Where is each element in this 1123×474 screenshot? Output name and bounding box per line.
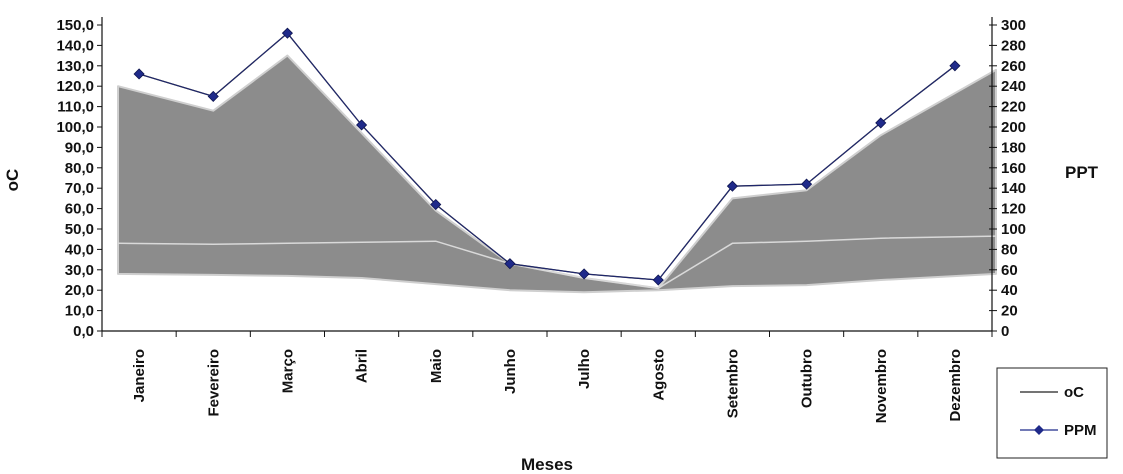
y2-tick-label: 60 xyxy=(1001,262,1018,279)
y-tick-label: 130,0 xyxy=(56,58,94,75)
series-lines xyxy=(133,27,961,286)
legend-box xyxy=(996,367,1108,459)
series-ppm-marker xyxy=(875,117,887,129)
x-tick-label: Agosto xyxy=(650,349,667,401)
series-ppm-marker xyxy=(578,268,590,280)
tick-labels: 0,0 10,0 20,0 30,0 40,0 50,0 60,0 70,0 80,0 90,0 1… xyxy=(56,17,1026,423)
y2-tick-label: 220 xyxy=(1001,99,1026,116)
legend-oc-label: oC xyxy=(1064,384,1084,401)
y-tick-label: 60,0 xyxy=(65,201,94,218)
y-tick-label: 0,0 xyxy=(73,323,94,340)
x-tick-label: Junho xyxy=(502,349,519,394)
x-tick-label: Fevereiro xyxy=(205,349,222,417)
y2-tick-label: 300 xyxy=(1001,17,1026,34)
series-ppm-marker xyxy=(356,119,368,131)
y-tick-label: 40,0 xyxy=(65,241,94,258)
series-ppm-marker xyxy=(207,90,219,102)
y-tick-label: 80,0 xyxy=(65,160,94,177)
series-ppm-marker xyxy=(504,258,516,270)
y2-tick-label: 40 xyxy=(1001,282,1018,299)
series-ppm-marker xyxy=(726,180,738,192)
x-tick-label: Janeiro xyxy=(131,349,148,402)
y2-tick-label: 120 xyxy=(1001,201,1026,218)
y2-tick-label: 140 xyxy=(1001,180,1026,197)
y-tick-label: 150,0 xyxy=(56,17,94,34)
y-tick-label: 100,0 xyxy=(56,119,94,136)
y-tick-label: 140,0 xyxy=(56,37,94,54)
x-tick-label: Março xyxy=(279,349,296,393)
y2-tick-label: 280 xyxy=(1001,37,1026,54)
y-tick-label: 110,0 xyxy=(57,99,94,116)
y2-tick-label: 180 xyxy=(1001,139,1026,156)
series-ppm-marker xyxy=(801,178,813,190)
y-tick-label: 120,0 xyxy=(56,78,94,95)
y2-tick-label: 240 xyxy=(1001,78,1026,95)
x-tick-label: Julho xyxy=(576,349,593,389)
y2-tick-label: 260 xyxy=(1001,58,1026,75)
x-tick-label: Maio xyxy=(428,349,445,383)
temperature-band-inner-line xyxy=(117,235,997,289)
y2-tick-label: 80 xyxy=(1001,241,1018,258)
x-axis-title: Meses xyxy=(521,455,573,474)
y2-tick-label: 100 xyxy=(1001,221,1026,238)
x-tick-label: Novembro xyxy=(873,349,890,423)
y2-tick-label: 0 xyxy=(1001,323,1009,340)
y-tick-label: 30,0 xyxy=(65,262,94,279)
series-ppm-marker xyxy=(949,60,961,72)
series-ppm-marker xyxy=(281,27,293,39)
temperature-band xyxy=(117,54,997,294)
series-ppm-line xyxy=(138,32,956,281)
y-tick-label: 90,0 xyxy=(65,139,94,156)
series-ppm-marker xyxy=(133,68,145,80)
y2-tick-label: 200 xyxy=(1001,119,1026,136)
series-ppm-marker xyxy=(652,274,664,286)
x-tick-label: Outubro xyxy=(799,349,816,408)
series-ppm-marker xyxy=(430,198,442,211)
y-axis-title: oC xyxy=(3,169,22,192)
temperature-band-area xyxy=(117,54,997,294)
legend: oC PPM xyxy=(996,367,1108,459)
y-tick-label: 50,0 xyxy=(65,221,94,238)
y-tick-label: 20,0 xyxy=(65,282,94,299)
x-tick-label: Abril xyxy=(354,349,371,383)
y2-axis-title: PPT xyxy=(1065,163,1099,182)
y2-tick-label: 160 xyxy=(1001,160,1026,177)
x-tick-label: Setembro xyxy=(724,349,741,418)
y2-tick-label: 20 xyxy=(1001,303,1018,320)
y-tick-label: 70,0 xyxy=(65,180,94,197)
chart-axes xyxy=(97,17,997,337)
legend-ppm-diamond-icon xyxy=(1034,425,1044,435)
y-tick-label: 10,0 xyxy=(65,303,94,320)
legend-ppm-label: PPM xyxy=(1064,422,1097,439)
x-tick-label: Dezembro xyxy=(947,349,964,422)
